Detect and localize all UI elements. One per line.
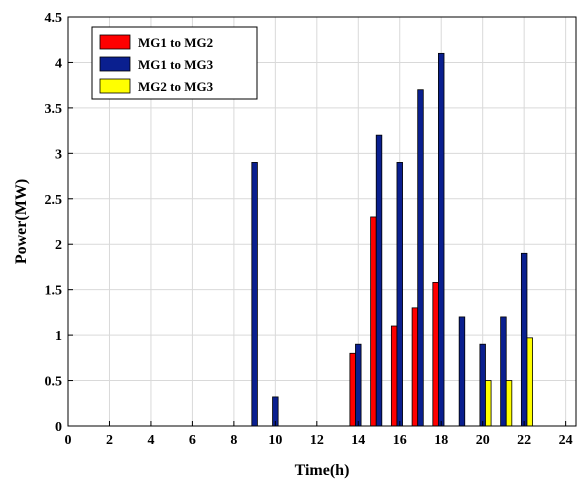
x-tick-label: 20 bbox=[476, 433, 490, 448]
x-tick-label: 2 bbox=[106, 433, 113, 448]
y-tick-label: 1.5 bbox=[45, 284, 63, 299]
x-tick-label: 14 bbox=[351, 433, 365, 448]
x-tick-label: 4 bbox=[147, 433, 154, 448]
y-tick-label: 2.5 bbox=[45, 193, 63, 208]
legend-label: MG2 to MG3 bbox=[138, 79, 214, 94]
x-tick-label: 24 bbox=[559, 433, 573, 448]
bar-mg1-to-mg2-15 bbox=[370, 216, 377, 427]
x-tick-label: 12 bbox=[310, 433, 324, 448]
legend-swatch bbox=[99, 34, 131, 50]
plot-frame bbox=[67, 16, 577, 427]
bar-mg1-to-mg3-17 bbox=[417, 89, 424, 427]
bar-mg1-to-mg3-16 bbox=[396, 162, 403, 427]
bar-mg1-to-mg2-16 bbox=[390, 325, 398, 427]
bar-mg1-to-mg3-19 bbox=[458, 316, 466, 427]
bar-mg2-to-mg3-22 bbox=[526, 337, 533, 427]
y-axis-title: Power(MW) bbox=[13, 179, 30, 264]
y-tick-label: 4 bbox=[55, 56, 62, 71]
y-tick-label: 0.5 bbox=[45, 375, 63, 390]
legend-swatch bbox=[99, 78, 131, 94]
bar-mg1-to-mg2-14 bbox=[349, 352, 356, 427]
x-tick-label: 18 bbox=[434, 433, 448, 448]
legend-label: MG1 to MG2 bbox=[138, 35, 213, 50]
bars bbox=[251, 52, 533, 427]
y-tick-label: 3.5 bbox=[45, 102, 63, 117]
bar-mg2-to-mg3-21 bbox=[505, 380, 513, 427]
x-tick-label: 6 bbox=[189, 433, 196, 448]
bar-mg1-to-mg3-20 bbox=[479, 343, 486, 427]
bar-mg2-to-mg3-20 bbox=[485, 380, 492, 427]
legend-label: MG1 to MG3 bbox=[138, 57, 214, 72]
bar-mg1-to-mg3-15 bbox=[375, 134, 383, 427]
bar-mg1-to-mg3-21 bbox=[500, 316, 507, 427]
y-tick-label: 2 bbox=[55, 238, 62, 253]
x-tick-label: 16 bbox=[393, 433, 407, 448]
bar-mg1-to-mg3-9 bbox=[251, 162, 258, 427]
x-tick-label: 10 bbox=[268, 433, 282, 448]
bar-mg1-to-mg2-17 bbox=[411, 307, 419, 427]
y-tick-label: 3 bbox=[55, 147, 62, 162]
bar-mg1-to-mg2-18 bbox=[432, 281, 439, 427]
bar-mg1-to-mg3-22 bbox=[520, 252, 528, 427]
bar-mg1-to-mg3-18 bbox=[438, 52, 445, 427]
bar-mg1-to-mg3-14 bbox=[355, 343, 362, 427]
x-axis-title: Time(h) bbox=[295, 462, 350, 479]
axis-ticks: 0 2 4 6 8 10 12 14 16 18 20 22 2400.511.522.533.544.… bbox=[45, 11, 573, 448]
legend: MG1 to MG2 MG1 to MG3 MG2 to MG3 bbox=[91, 26, 258, 100]
y-tick-label: 4.5 bbox=[45, 11, 63, 26]
y-tick-label: 0 bbox=[55, 420, 62, 435]
x-tick-label: 8 bbox=[230, 433, 237, 448]
x-tick-label: 22 bbox=[517, 433, 531, 448]
y-tick-label: 1 bbox=[55, 329, 62, 344]
legend-swatch bbox=[99, 56, 131, 72]
x-tick-label: 0 bbox=[65, 433, 72, 448]
